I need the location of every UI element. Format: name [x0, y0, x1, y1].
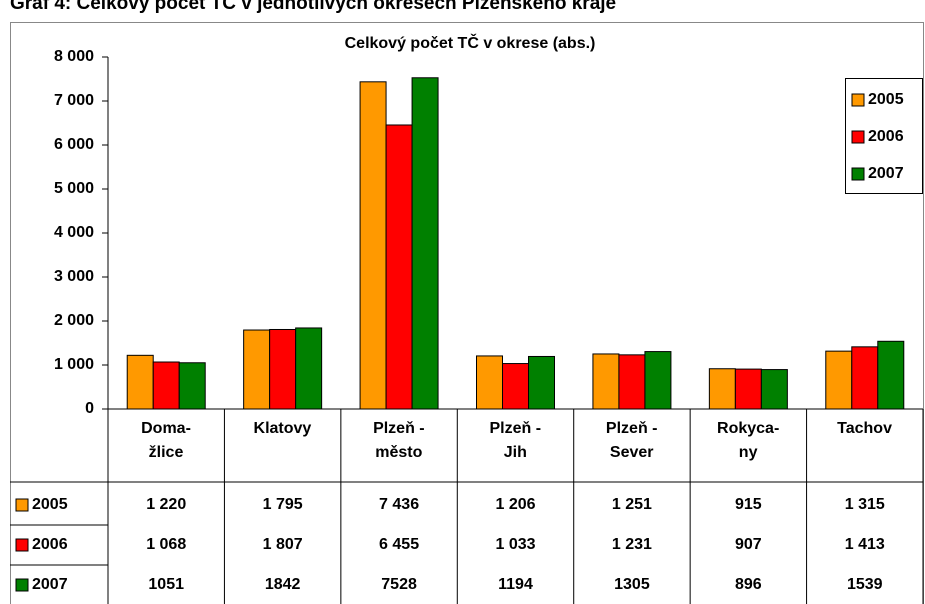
table-key: [15, 578, 29, 592]
bar: [178, 362, 206, 410]
bar: [734, 368, 762, 410]
legend-swatch: [851, 93, 865, 107]
bar: [411, 77, 439, 410]
table-value: 1539: [847, 576, 883, 593]
x-tick-label: Rokyca- ny: [717, 420, 780, 461]
table-value: 1 413: [845, 536, 885, 553]
table-value: 915: [735, 496, 762, 513]
table-key: [15, 538, 29, 552]
y-tick-label: 5 000: [54, 180, 94, 197]
bar: [592, 353, 620, 410]
table-value: 896: [735, 576, 762, 593]
bar: [825, 350, 853, 410]
legend-label: 2005: [868, 91, 904, 108]
chart-title: Celkový počet TČ v okrese (abs.): [345, 33, 596, 52]
table-value: 1 795: [263, 496, 303, 513]
bar: [528, 355, 555, 410]
table-value: 1 315: [845, 496, 885, 513]
bar: [877, 340, 905, 410]
x-tick-label: Plzeň - město: [373, 420, 425, 461]
bar: [851, 346, 879, 410]
y-tick-label: 0: [85, 400, 94, 417]
bar: [708, 368, 736, 410]
table-value: 1 807: [263, 536, 303, 553]
x-tick-label: Tachov: [837, 420, 892, 437]
x-tick-label: Klatovy: [253, 420, 312, 437]
table-key: [15, 498, 29, 512]
bar: [618, 354, 646, 410]
bar: [359, 81, 387, 410]
table-value: 1 206: [495, 496, 535, 513]
table-row-label: 2005: [32, 496, 68, 513]
table-value: 1 251: [612, 496, 652, 513]
table-value: 1 068: [146, 536, 186, 553]
y-tick-label: 1 000: [54, 356, 94, 373]
y-tick-label: 2 000: [54, 312, 94, 329]
y-tick-label: 8 000: [54, 48, 94, 65]
bar: [385, 124, 413, 410]
table-value: 1051: [148, 576, 184, 593]
bar: [269, 328, 297, 410]
bar: [295, 327, 323, 410]
bar: [502, 363, 529, 410]
bar: [760, 369, 788, 410]
table-value: 6 455: [379, 536, 419, 553]
bar: [644, 351, 672, 410]
bar: [152, 361, 180, 410]
table-row-label: 2006: [32, 536, 68, 553]
table-value: 1 220: [146, 496, 186, 513]
x-tick-label: Plzeň - Jih: [489, 420, 542, 461]
legend-swatch: [851, 167, 865, 181]
table-value: 7528: [381, 576, 417, 593]
y-tick-label: 3 000: [54, 268, 94, 285]
x-tick-label: Doma- žlice: [141, 420, 191, 461]
table-value: 1 231: [612, 536, 652, 553]
bar: [243, 329, 271, 410]
bar: [126, 354, 154, 410]
table-value: 1 033: [495, 536, 535, 553]
table-value: 1194: [498, 576, 533, 593]
y-tick-label: 4 000: [54, 224, 94, 241]
table-row-label: 2007: [32, 576, 68, 593]
y-tick-label: 6 000: [54, 136, 94, 153]
legend-swatch: [851, 130, 865, 144]
legend-label: 2007: [868, 165, 904, 182]
bar: [476, 355, 503, 410]
chart-frame: [10, 22, 924, 604]
table-value: 1842: [265, 576, 301, 593]
chart-caption: Graf 4: Celkový počet TČ v jednotlivých …: [10, 0, 616, 14]
x-tick-label: Plzeň - Sever: [605, 420, 658, 461]
table-value: 7 436: [379, 496, 419, 513]
table-value: 907: [735, 536, 762, 553]
legend-label: 2006: [868, 128, 904, 145]
table-value: 1305: [614, 576, 650, 593]
y-tick-label: 7 000: [54, 92, 94, 109]
